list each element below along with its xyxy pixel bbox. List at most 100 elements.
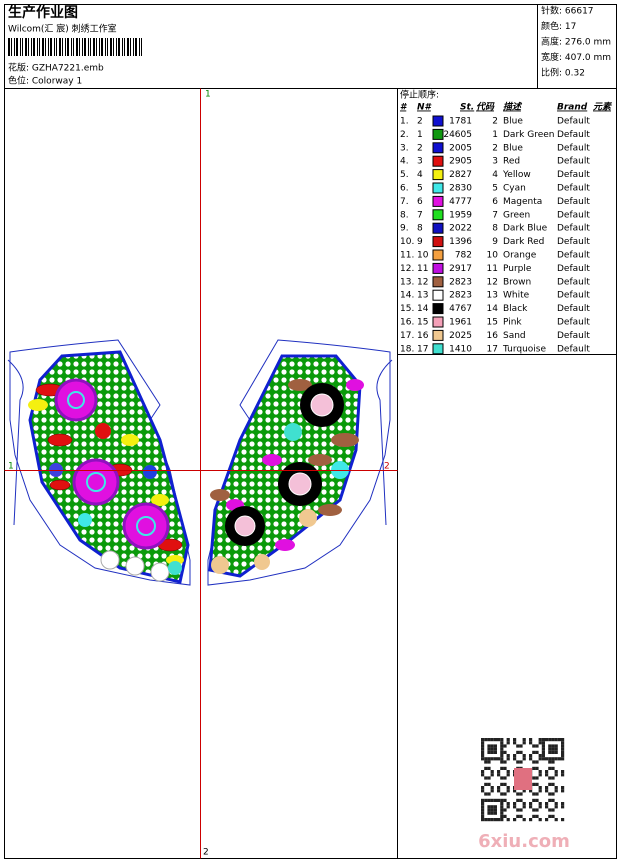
qr-module — [545, 818, 549, 822]
qr-module — [481, 802, 485, 806]
qr-module — [481, 770, 485, 774]
qr-module — [538, 773, 542, 777]
cell-desc: Dark Red — [503, 237, 544, 247]
qr-module — [513, 802, 517, 806]
color-swatch — [432, 169, 444, 181]
qr-module — [554, 757, 558, 761]
qr-module — [554, 744, 558, 748]
qr-module — [497, 773, 501, 777]
cell-brand: Default — [557, 251, 590, 261]
qr-module — [561, 744, 565, 748]
cell-seq: 15. — [400, 304, 414, 314]
qr-module — [493, 798, 497, 802]
qr-module — [519, 798, 523, 802]
qr-module — [493, 750, 497, 754]
column-header: Brand — [557, 103, 588, 113]
qr-logo — [514, 768, 532, 790]
bar — [84, 38, 86, 56]
qr-module — [506, 802, 510, 806]
qr-module — [487, 744, 491, 748]
qr-module — [503, 798, 507, 802]
qr-module — [519, 792, 523, 796]
qr-module — [522, 818, 526, 822]
bar — [93, 38, 95, 56]
qr-module — [503, 808, 507, 812]
bar — [25, 38, 27, 56]
color-swatch — [432, 316, 444, 328]
qr-module — [548, 757, 552, 761]
cell-seq: 13. — [400, 277, 414, 287]
cell-needle: 8 — [417, 224, 423, 234]
cell-seq: 12. — [400, 264, 414, 274]
qr-module — [513, 741, 517, 745]
cell-needle: 9 — [417, 237, 423, 247]
qr-module — [548, 776, 552, 780]
cell-stitches: 2917 — [449, 264, 472, 274]
qr-module — [497, 798, 501, 802]
cell-seq: 4. — [400, 157, 409, 167]
qr-module — [506, 773, 510, 777]
qr-module — [481, 744, 485, 748]
qr-module — [554, 747, 558, 751]
cell-needle: 11 — [417, 264, 428, 274]
color-swatch — [432, 303, 444, 315]
cell-brand: Default — [557, 237, 590, 247]
qr-module — [548, 782, 552, 786]
qr-module — [503, 782, 507, 786]
embroidery-right — [207, 339, 393, 586]
qr-module — [500, 747, 504, 751]
cell-code: 5 — [492, 184, 498, 194]
qr-module — [481, 741, 485, 745]
qr-module — [551, 798, 555, 802]
qr-module — [551, 750, 555, 754]
bar — [56, 38, 57, 56]
cell-needle: 4 — [417, 170, 423, 180]
qr-module — [545, 789, 549, 793]
qr-module — [554, 738, 558, 742]
cell-stitches: 2905 — [449, 157, 472, 167]
cell-brand: Default — [557, 184, 590, 194]
qr-module — [561, 738, 565, 742]
qr-module — [484, 798, 488, 802]
qr-module — [551, 766, 555, 770]
cell-seq: 2. — [400, 130, 409, 140]
qr-module — [500, 741, 504, 745]
cell-seq: 14. — [400, 291, 414, 301]
color-swatch — [432, 222, 444, 234]
qr-module — [497, 770, 501, 774]
qr-module — [557, 738, 561, 742]
qr-module — [490, 750, 494, 754]
cell-code: 7 — [492, 210, 498, 220]
qr-module — [519, 760, 523, 764]
qr-module — [516, 744, 520, 748]
color-swatch — [432, 115, 444, 127]
qr-module — [548, 766, 552, 770]
qr-module — [538, 789, 542, 793]
bar — [127, 38, 129, 56]
info-line: 颜色: 17 — [541, 20, 576, 32]
qr-module — [548, 744, 552, 748]
qr-module — [500, 792, 504, 796]
cell-code: 1 — [492, 130, 498, 140]
cell-stitches: 1959 — [449, 210, 472, 220]
cell-brand: Default — [557, 331, 590, 341]
qr-module — [522, 741, 526, 745]
column-header: 元素 — [593, 102, 613, 113]
qr-module — [513, 738, 517, 742]
table-caption: 停止顺序: — [400, 89, 439, 101]
cell-brand: Default — [557, 304, 590, 314]
cell-seq: 10. — [400, 237, 414, 247]
qr-module — [481, 773, 485, 777]
qr-module — [532, 776, 536, 780]
qr-module — [490, 805, 494, 809]
qr-module — [497, 757, 501, 761]
qr-module — [545, 757, 549, 761]
qr-module — [561, 750, 565, 754]
bar — [99, 38, 100, 56]
bar — [37, 38, 38, 56]
color-swatch — [432, 249, 444, 261]
color-swatch — [432, 128, 444, 140]
qr-module — [529, 754, 533, 758]
qr-module — [506, 805, 510, 809]
qr-module — [551, 814, 555, 818]
